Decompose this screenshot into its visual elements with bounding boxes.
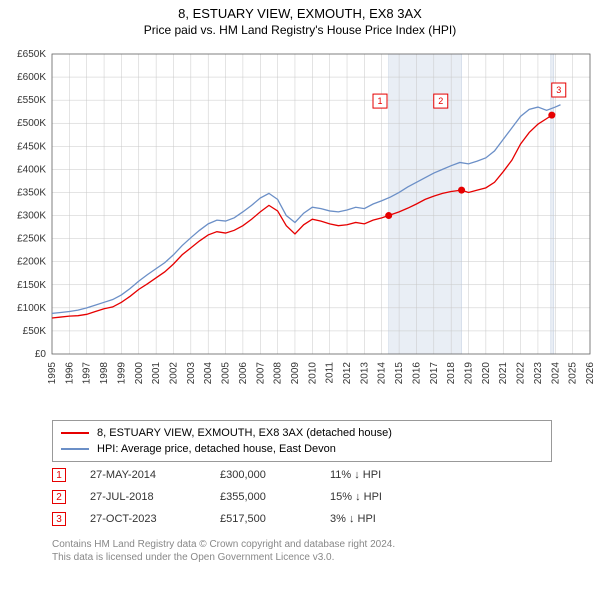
footer-attribution: Contains HM Land Registry data © Crown c… (52, 538, 395, 564)
svg-text:2002: 2002 (168, 362, 179, 385)
svg-text:£100K: £100K (17, 303, 46, 314)
footer-line2: This data is licensed under the Open Gov… (52, 551, 395, 564)
svg-text:£200K: £200K (17, 257, 46, 268)
sale-price: £517,500 (220, 513, 330, 525)
svg-text:£500K: £500K (17, 118, 46, 129)
svg-text:2020: 2020 (481, 362, 492, 385)
svg-text:£50K: £50K (23, 326, 47, 337)
sale-dot-2 (458, 187, 465, 194)
svg-text:2013: 2013 (359, 362, 370, 385)
svg-text:2010: 2010 (307, 362, 318, 385)
svg-text:£600K: £600K (17, 72, 46, 83)
chart-area: £0 £50K £100K £150K £200K £250K £300K £350K £400… (0, 44, 600, 414)
chart-title-address: 8, ESTUARY VIEW, EXMOUTH, EX8 3AX (0, 6, 600, 21)
svg-text:2018: 2018 (446, 362, 457, 385)
footer-line1: Contains HM Land Registry data © Crown c… (52, 538, 395, 551)
legend-label: HPI: Average price, detached house, East… (97, 443, 336, 455)
annotation-num-2: 2 (438, 96, 443, 106)
sale-diff: 3% ↓ HPI (330, 513, 430, 525)
svg-text:2021: 2021 (498, 362, 509, 385)
annotation-num-1: 1 (377, 96, 382, 106)
svg-text:2003: 2003 (186, 362, 197, 385)
svg-text:£300K: £300K (17, 211, 46, 222)
svg-text:2016: 2016 (411, 362, 422, 385)
svg-text:2014: 2014 (377, 362, 388, 385)
svg-text:2000: 2000 (134, 362, 145, 385)
sale-date: 27-MAY-2014 (90, 469, 220, 481)
svg-text:1999: 1999 (116, 362, 127, 385)
legend: 8, ESTUARY VIEW, EXMOUTH, EX8 3AX (detac… (52, 420, 552, 462)
svg-text:2006: 2006 (238, 362, 249, 385)
legend-row: HPI: Average price, detached house, East… (61, 441, 543, 457)
svg-text:2025: 2025 (568, 362, 579, 385)
sale-row: 3 27-OCT-2023£517,5003% ↓ HPI (52, 508, 430, 530)
svg-text:£650K: £650K (17, 49, 46, 60)
svg-text:1998: 1998 (99, 362, 110, 385)
sale-row: 2 27-JUL-2018£355,00015% ↓ HPI (52, 486, 430, 508)
sale-dot-1 (385, 212, 392, 219)
svg-text:2001: 2001 (151, 362, 162, 385)
sale-marker: 1 (52, 468, 66, 482)
svg-text:£400K: £400K (17, 164, 46, 175)
svg-text:2005: 2005 (221, 362, 232, 385)
svg-text:2007: 2007 (255, 362, 266, 385)
svg-text:£550K: £550K (17, 95, 46, 106)
sale-date: 27-JUL-2018 (90, 491, 220, 503)
chart-svg: £0 £50K £100K £150K £200K £250K £300K £350K £400… (0, 44, 600, 414)
sale-price: £355,000 (220, 491, 330, 503)
legend-label: 8, ESTUARY VIEW, EXMOUTH, EX8 3AX (detac… (97, 427, 392, 439)
sale-row: 1 27-MAY-2014£300,00011% ↓ HPI (52, 464, 430, 486)
chart-subtitle: Price paid vs. HM Land Registry's House … (0, 23, 600, 37)
annotation-num-3: 3 (556, 85, 561, 95)
svg-text:2023: 2023 (533, 362, 544, 385)
sale-date: 27-OCT-2023 (90, 513, 220, 525)
svg-text:£450K: £450K (17, 141, 46, 152)
sale-marker: 2 (52, 490, 66, 504)
sale-diff: 15% ↓ HPI (330, 491, 430, 503)
svg-text:1996: 1996 (64, 362, 75, 385)
svg-text:2019: 2019 (464, 362, 475, 385)
svg-text:2015: 2015 (394, 362, 405, 385)
chart-container: 8, ESTUARY VIEW, EXMOUTH, EX8 3AX Price … (0, 0, 600, 590)
sales-table: 1 27-MAY-2014£300,00011% ↓ HPI 2 27-JUL-201… (52, 464, 430, 530)
legend-swatch (61, 432, 89, 434)
sale-marker: 3 (52, 512, 66, 526)
svg-text:£0: £0 (35, 349, 47, 360)
svg-text:2011: 2011 (325, 362, 336, 384)
svg-text:1997: 1997 (82, 362, 93, 385)
svg-text:2022: 2022 (516, 362, 527, 385)
svg-text:2004: 2004 (203, 362, 214, 385)
sale-dot-3 (548, 112, 555, 119)
svg-text:£150K: £150K (17, 280, 46, 291)
title-block: 8, ESTUARY VIEW, EXMOUTH, EX8 3AX Price … (0, 0, 600, 37)
legend-swatch (61, 448, 89, 450)
svg-text:£250K: £250K (17, 234, 46, 245)
legend-row: 8, ESTUARY VIEW, EXMOUTH, EX8 3AX (detac… (61, 425, 543, 441)
svg-text:2012: 2012 (342, 362, 353, 385)
svg-text:2026: 2026 (585, 362, 596, 385)
svg-text:2009: 2009 (290, 362, 301, 385)
sale-price: £300,000 (220, 469, 330, 481)
svg-text:2024: 2024 (550, 362, 561, 385)
svg-text:2017: 2017 (429, 362, 440, 385)
svg-text:1995: 1995 (47, 362, 58, 385)
sale-diff: 11% ↓ HPI (330, 469, 430, 481)
svg-text:£350K: £350K (17, 187, 46, 198)
svg-text:2008: 2008 (273, 362, 284, 385)
